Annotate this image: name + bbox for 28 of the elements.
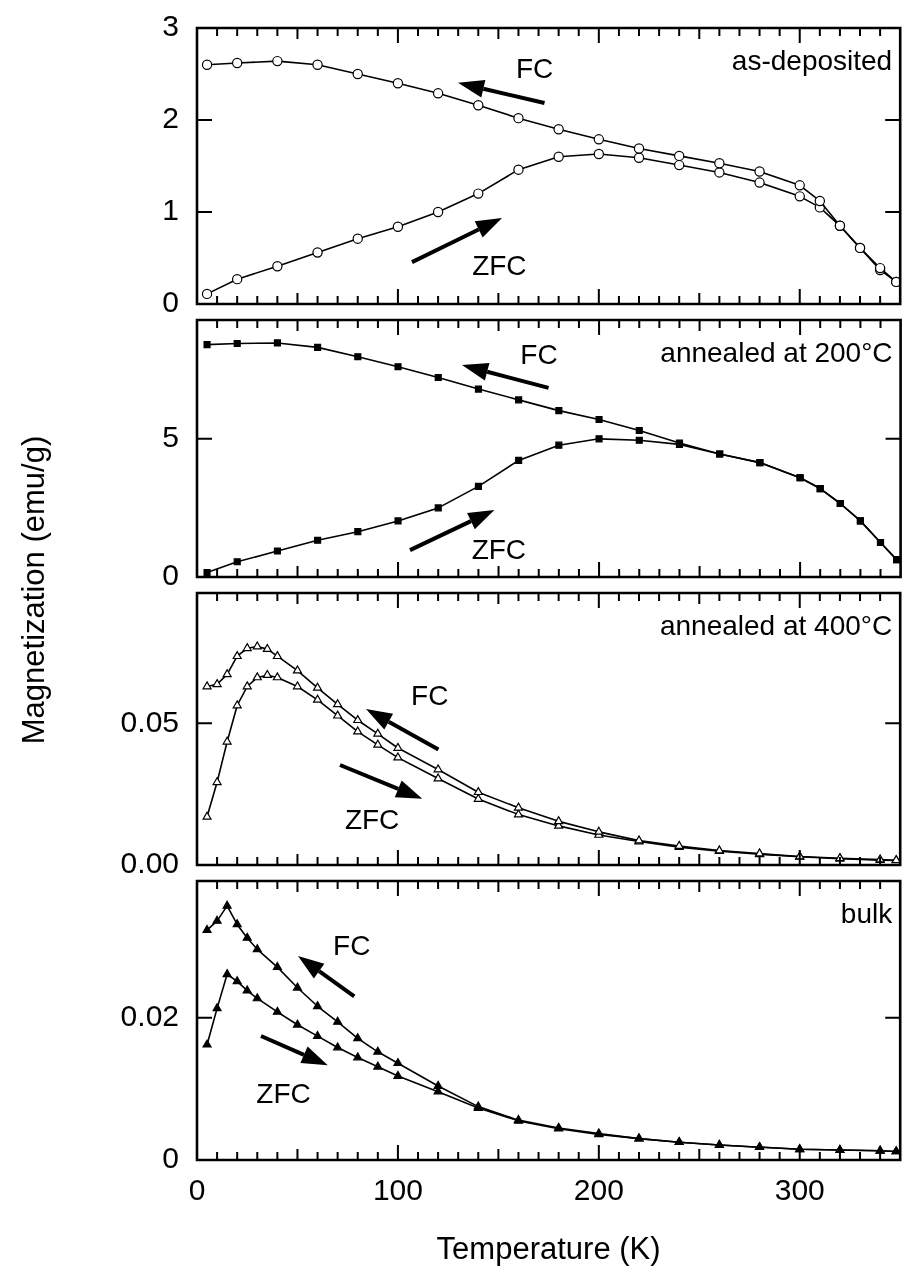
y-tick-label: 0 [162, 558, 179, 592]
x-tick-label: 100 [372, 1173, 423, 1207]
annotation: FC [515, 52, 554, 84]
y-tick-label: 3 [162, 9, 179, 43]
annotation: ZFC [471, 534, 527, 566]
y-axis-title: Magnetization (emu/g) [16, 435, 52, 745]
x-tick-label: 0 [188, 1173, 206, 1207]
annotation: annealed at 200°C [660, 336, 893, 368]
annotation: ZFC [472, 250, 527, 282]
annotation: as-deposited [731, 44, 893, 76]
annotation: FC [520, 338, 558, 370]
x-axis-title: Temperature (K) [436, 1230, 661, 1266]
y-tick-label: 0.00 [120, 846, 179, 880]
annotation: annealed at 400°C [659, 609, 893, 641]
y-tick-label: 0.02 [120, 998, 179, 1032]
y-tick-label: 0 [162, 285, 179, 319]
annotation: FC [411, 680, 449, 712]
y-tick-label: 2 [162, 101, 179, 135]
annotation: ZFC [256, 1077, 311, 1109]
y-tick-label: 1 [162, 193, 179, 227]
x-tick-label: 300 [774, 1173, 825, 1207]
annotation: FC [333, 929, 371, 961]
annotation: ZFC [344, 804, 400, 836]
y-tick-label: 0.05 [120, 704, 179, 738]
y-tick-label: 5 [162, 420, 179, 454]
annotation: bulk [840, 897, 894, 929]
x-tick-label: 200 [573, 1173, 624, 1207]
y-tick-label: 0 [162, 1141, 179, 1175]
